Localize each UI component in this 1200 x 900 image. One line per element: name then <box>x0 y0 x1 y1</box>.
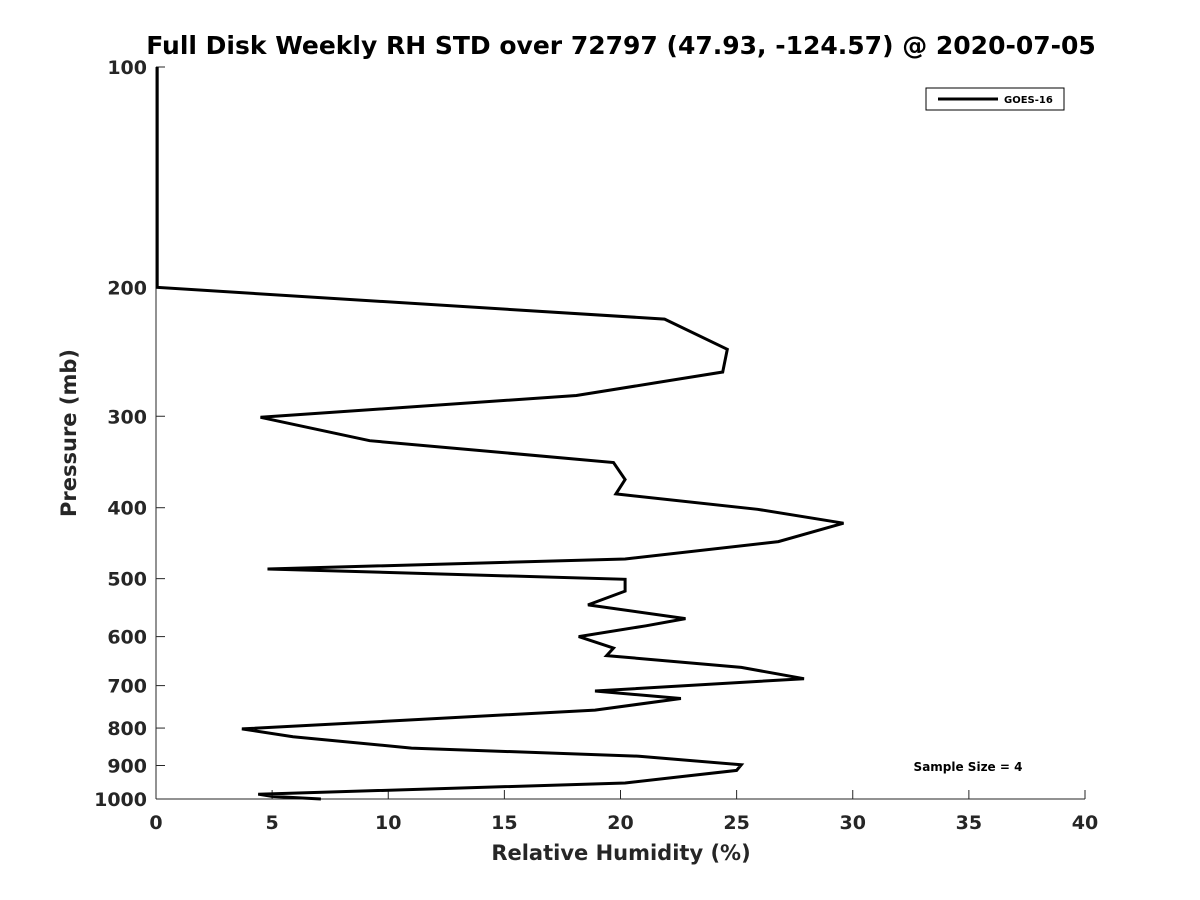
x-tick-label: 30 <box>840 812 866 834</box>
y-tick-label: 900 <box>107 756 147 778</box>
y-tick-label: 200 <box>107 277 147 299</box>
x-tick-label: 20 <box>607 812 633 834</box>
series-line-goes-16 <box>155 67 844 801</box>
y-tick-label: 300 <box>107 406 147 428</box>
x-axis: 0 5 10 15 20 25 30 35 40 <box>149 790 1098 834</box>
x-tick-label: 25 <box>723 812 749 834</box>
y-tick-label: 800 <box>107 718 147 740</box>
x-tick-label: 0 <box>149 812 162 834</box>
y-tick-label: 600 <box>107 627 147 649</box>
y-tick-label: 400 <box>107 498 147 520</box>
y-tick-label: 100 <box>107 57 147 79</box>
x-tick-label: 15 <box>491 812 517 834</box>
x-tick-label: 40 <box>1072 812 1098 834</box>
chart-title: Full Disk Weekly RH STD over 72797 (47.9… <box>146 31 1096 60</box>
y-axis-label: Pressure (mb) <box>57 349 81 517</box>
y-tick-label: 500 <box>107 569 147 591</box>
y-tick-label: 700 <box>107 676 147 698</box>
series-layer <box>155 67 844 801</box>
x-axis-label: Relative Humidity (%) <box>491 841 750 865</box>
y-axis: 100 200 300 400 500 600 700 800 900 1000 <box>94 57 165 811</box>
legend-entry-goes16: GOES-16 <box>1004 95 1053 106</box>
legend: GOES-16 <box>925 87 1065 111</box>
x-tick-label: 5 <box>266 812 279 834</box>
x-tick-label: 10 <box>375 812 401 834</box>
x-tick-label: 35 <box>956 812 982 834</box>
y-tick-label: 1000 <box>94 789 147 811</box>
sample-size-annotation: Sample Size = 4 <box>914 760 1023 774</box>
